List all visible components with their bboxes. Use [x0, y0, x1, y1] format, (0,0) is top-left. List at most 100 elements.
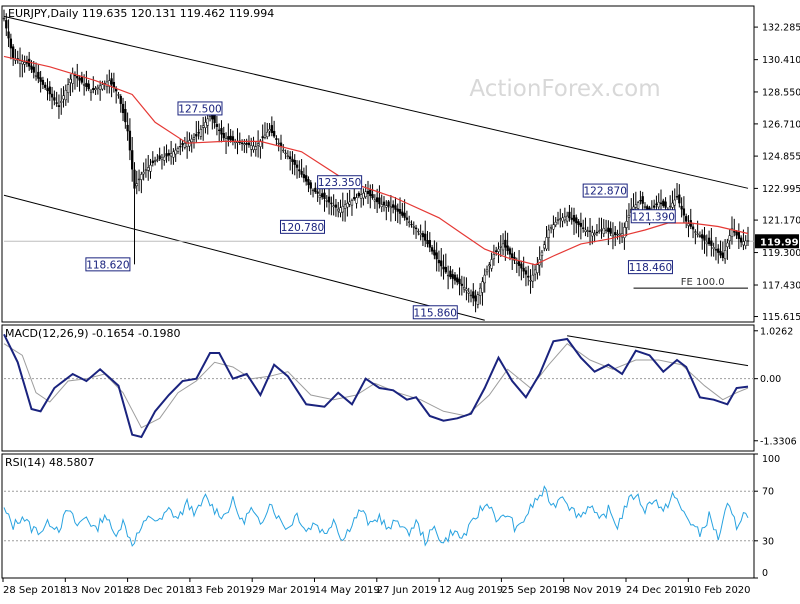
macd-trend-line: [567, 335, 749, 367]
candle-body: [119, 96, 122, 104]
candle-body: [701, 234, 704, 239]
candle-body: [289, 156, 292, 160]
candle-body: [378, 197, 381, 205]
candle-body: [309, 182, 312, 189]
candle-body: [604, 229, 608, 232]
candle-body: [440, 260, 443, 267]
candle-body: [533, 269, 537, 275]
candle-body: [508, 248, 512, 255]
candle-body: [311, 189, 315, 192]
candle-body: [703, 235, 706, 241]
candle-body: [636, 202, 640, 209]
candle-body: [270, 125, 273, 133]
candle-body: [430, 247, 434, 252]
candle-body: [366, 190, 370, 195]
candle-body: [261, 136, 264, 139]
candle-body: [529, 280, 532, 282]
candle-body: [337, 208, 340, 212]
candle-body: [545, 237, 548, 250]
candle-body: [678, 194, 681, 204]
candle-body: [698, 235, 702, 237]
candle-body: [705, 241, 708, 245]
candle-body: [144, 169, 148, 171]
candle-body: [499, 246, 502, 248]
price-axis-label: 122.995: [762, 184, 800, 195]
candle-body: [373, 199, 377, 202]
candle-body: [44, 84, 47, 88]
candle-body: [554, 221, 557, 226]
candle-body: [380, 204, 383, 208]
candle-body: [202, 125, 205, 128]
candle-body: [46, 88, 49, 92]
candle-body: [735, 231, 738, 236]
candle-body: [572, 215, 576, 222]
candle-body: [124, 109, 127, 123]
price-plot: 127.500 118.620 123.350 120.780 115.860 122.8…: [2, 9, 754, 321]
moving-average-line: [3, 55, 749, 266]
candle-body: [204, 122, 207, 128]
candle-body: [245, 142, 248, 145]
annotation-label: 121.390: [632, 211, 675, 223]
candle-body: [87, 83, 90, 90]
candle-body: [197, 132, 200, 134]
candle-body: [469, 294, 473, 297]
candle-body: [462, 287, 466, 290]
candles: [2, 9, 750, 313]
candle-body: [325, 200, 328, 202]
candle-body: [426, 240, 429, 245]
candle-body: [405, 217, 409, 220]
candle-body: [169, 153, 173, 157]
candle-body: [316, 191, 319, 194]
annotation-label: 118.620: [86, 259, 129, 271]
candle-body: [34, 75, 38, 77]
candle-body: [730, 227, 734, 238]
candle-body: [588, 230, 592, 232]
candle-body: [69, 78, 72, 83]
price-axis-label: 132.285: [762, 23, 800, 34]
candle-body: [646, 206, 649, 210]
candle-body: [609, 228, 612, 234]
candle-body: [350, 200, 354, 206]
candle-body: [121, 103, 125, 114]
candle-body: [156, 159, 159, 161]
candle-body: [543, 244, 546, 249]
candle-body: [394, 205, 397, 210]
annotation-box: [85, 257, 131, 272]
candle-body: [392, 204, 395, 208]
candle-body: [632, 206, 635, 210]
candle-body: [181, 142, 184, 146]
macd-plot: [3, 333, 754, 439]
candle-body: [515, 262, 518, 265]
candle-body: [277, 142, 280, 145]
candle-body: [575, 217, 578, 224]
candle-body: [206, 118, 209, 126]
candle-body: [18, 60, 22, 64]
x-axis-label: 27 Jun 2019: [377, 585, 437, 596]
candle-body: [92, 87, 95, 91]
candle-body: [584, 229, 587, 232]
candle-body: [556, 219, 560, 221]
candle-body: [673, 199, 676, 206]
annotation-box: [630, 209, 676, 224]
candle-body: [41, 79, 45, 85]
candle-body: [101, 84, 104, 90]
candle-body: [167, 153, 170, 156]
candle-body: [586, 230, 589, 232]
candle-body: [126, 124, 129, 132]
candle-body: [669, 205, 672, 208]
price-axis-label: 128.550: [762, 87, 800, 98]
candle-body: [419, 233, 422, 235]
candle-body: [659, 202, 663, 205]
candle-body: [252, 145, 255, 151]
candle-body: [142, 171, 145, 175]
candle-body: [723, 250, 727, 260]
last-price-label: 119.994: [760, 237, 800, 248]
candle-body: [151, 160, 154, 164]
candle-body: [343, 204, 347, 209]
candle-body: [85, 82, 88, 87]
candle-body: [2, 17, 6, 20]
candle-body: [37, 71, 40, 79]
candle-body: [591, 232, 594, 237]
price-axis-label: 117.430: [762, 281, 800, 292]
